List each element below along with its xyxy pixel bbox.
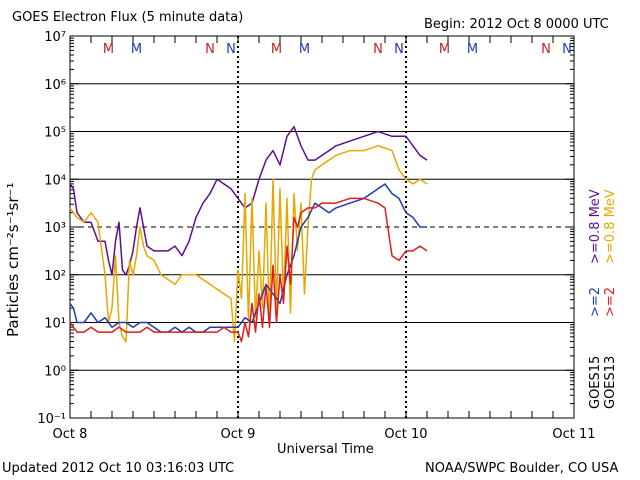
local-time-marker-m: M: [271, 42, 282, 57]
y-tick-label: 10³: [44, 221, 66, 236]
y-tick-label: 10⁵: [44, 126, 66, 141]
local-time-marker-n: N: [562, 42, 572, 57]
y-tick-label: 10⁷: [44, 30, 66, 45]
x-tick-label: Oct 9: [221, 427, 256, 442]
y-tick-label: 10¹: [44, 317, 66, 332]
local-time-marker-n: N: [394, 42, 404, 57]
begin-time: Begin: 2012 Oct 8 0000 UTC: [424, 17, 609, 32]
updated-time: Updated 2012 Oct 10 03:16:03 UTC: [2, 461, 235, 476]
x-tick-label: Oct 10: [384, 427, 427, 442]
series-line-goes15-low: [69, 125, 428, 276]
series-line-goes13-low: [69, 145, 428, 343]
legend-goes15-high: >=2: [588, 286, 603, 317]
y-tick-label: 10²: [44, 269, 66, 284]
legend-goes13-high: >=2: [603, 286, 618, 317]
local-time-marker-m: M: [467, 42, 478, 57]
x-axis-label: Universal Time: [277, 442, 374, 457]
y-tick-label: 10⁰: [44, 364, 66, 379]
chart-title: GOES Electron Flux (5 minute data): [12, 10, 244, 25]
x-tick-label: Oct 11: [552, 427, 595, 442]
legend-goes13: GOES13: [603, 355, 618, 409]
local-time-marker-n: N: [541, 42, 551, 57]
y-tick-label: 10⁶: [44, 78, 66, 93]
y-tick-label: 10⁻¹: [37, 412, 66, 427]
local-time-marker-m: M: [103, 42, 114, 57]
series-line-goes13-high: [69, 197, 428, 343]
local-time-marker-m: M: [439, 42, 450, 57]
local-time-marker-n: N: [205, 42, 215, 57]
legend-goes13-low: >=0.8 MeV: [603, 189, 618, 264]
local-time-marker-m: M: [299, 42, 310, 57]
y-tick-label: 10⁴: [44, 173, 66, 188]
local-time-marker-n: N: [226, 42, 236, 57]
legend-goes15: GOES15: [588, 355, 603, 409]
x-tick-label: Oct 8: [53, 427, 88, 442]
legend-goes15-low: >=0.8 MeV: [588, 189, 603, 264]
local-time-marker-m: M: [131, 42, 142, 57]
series-line-goes15-high: [69, 183, 427, 333]
local-time-marker-n: N: [373, 42, 383, 57]
source-credit: NOAA/SWPC Boulder, CO USA: [425, 461, 619, 476]
y-axis-label: Particles cm⁻²s⁻¹sr⁻¹: [4, 182, 22, 337]
